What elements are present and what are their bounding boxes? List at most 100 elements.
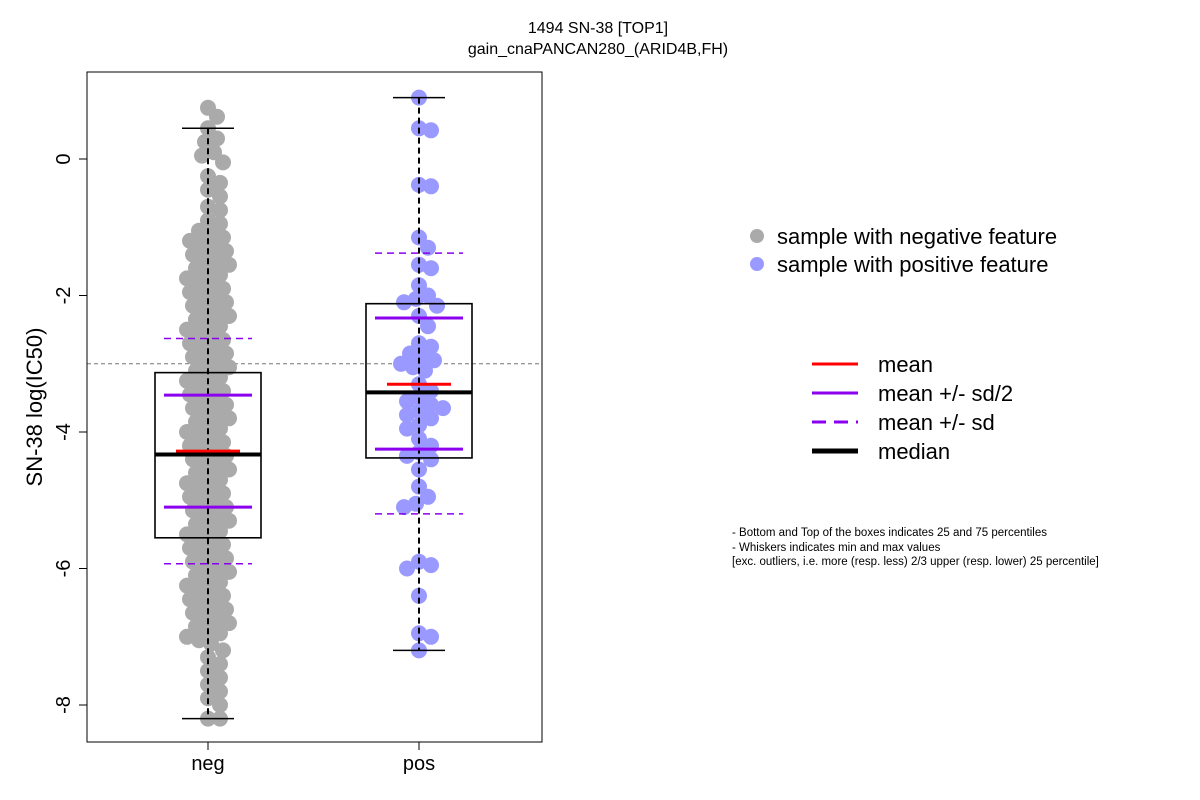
y-tick-label: -6 [53,560,75,578]
neg-point [185,297,201,314]
x-tick-label-neg: neg [191,753,224,775]
neg-point [212,697,228,713]
pos-point [423,628,439,645]
neg-point [194,236,210,253]
pos-point [435,400,451,417]
neg-point [221,512,237,529]
neg-point [209,108,225,125]
neg-point [212,174,228,191]
pos-point [420,239,436,256]
y-tick-label: -4 [53,423,75,441]
pos-point [399,560,415,577]
pos-point [411,417,427,434]
pos-point [411,256,427,273]
y-axis-label: SN-38 log(IC50) [22,328,47,487]
pos-point [399,406,415,423]
pos-point [426,352,442,369]
neg-point [206,239,222,256]
neg-point [200,676,216,693]
neg-point [188,516,204,533]
neg-point [221,461,237,478]
neg-point [179,577,195,594]
neg-point [182,232,198,249]
chart-title-line-2: gain_cnaPANCAN280_(ARID4B,FH) [468,41,728,58]
legend-marker-positive [750,257,764,271]
neg-point [200,690,216,707]
neg-point [191,325,207,341]
neg-point [179,475,195,492]
neg-point [182,591,198,608]
pos-point [396,499,412,516]
pos-point [399,447,415,464]
neg-point [191,632,207,649]
neg-point [185,553,201,570]
pos-point [399,420,415,437]
neg-point [215,154,231,171]
neg-point [188,567,204,584]
neg-point [194,543,210,560]
note-line-1: - Bottom and Top of the boxes indicates … [732,527,1047,539]
pos-point [423,451,439,468]
neg-point [215,642,231,659]
y-tick-label: -8 [53,696,75,714]
neg-point [212,625,228,642]
pos-box [365,302,473,459]
neg-point [194,147,210,164]
pos-point [429,297,445,314]
note-line-2: - Whiskers indicates min and max values [732,542,941,554]
pos-point [399,393,415,410]
neg-point [212,683,228,700]
legend-marker-negative [750,229,764,243]
neg-point [188,618,204,635]
neg-point [212,669,228,686]
pos-point [423,396,439,413]
legend-label-sd: mean +/- sd [878,410,995,435]
neg-point [179,424,195,440]
neg-point [221,563,237,580]
legend-label-negative: sample with negative feature [777,224,1057,249]
pos-point [417,362,433,379]
pos-point [393,355,409,372]
plot-layer [87,89,542,727]
y-tick-label: 0 [53,153,75,164]
neg-point [182,540,198,556]
neg-point [188,464,204,481]
neg-point [182,284,198,301]
legend-label-median: median [878,439,950,464]
neg-point [200,649,216,666]
neg-point [200,168,216,185]
y-tick-label: -2 [53,287,75,305]
neg-point [212,202,228,219]
neg-point [185,246,201,263]
neg-point [197,133,213,150]
pos-point [411,587,427,604]
legend-label-half-sd: mean +/- sd/2 [878,381,1013,406]
pos-point [423,178,439,195]
pos-point [420,318,436,335]
neg-point [182,335,198,352]
neg-point [218,294,234,311]
pos-point [411,176,427,193]
neg-point [197,403,213,420]
neg-point [215,485,231,502]
legend-label-positive: sample with positive feature [777,252,1048,277]
pos-point [423,557,439,574]
neg-point [197,352,213,369]
neg-point [212,318,228,335]
pos-point [423,122,439,139]
neg-point [179,372,195,389]
pos-point [402,345,418,362]
neg-point [212,267,228,283]
neg-point [209,130,225,147]
neg-point [221,410,237,427]
neg-point [218,243,234,260]
notes: - Bottom and Top of the boxes indicates … [732,527,1099,568]
neg-point [212,188,228,205]
neg-point [209,406,225,423]
note-line-3: [exc. outliers, i.e. more (resp. less) 2… [732,556,1099,568]
neg-point [200,519,216,536]
pos-point [423,410,439,427]
neg-point [179,321,195,338]
pos-point [396,294,412,311]
neg-point [212,656,228,672]
